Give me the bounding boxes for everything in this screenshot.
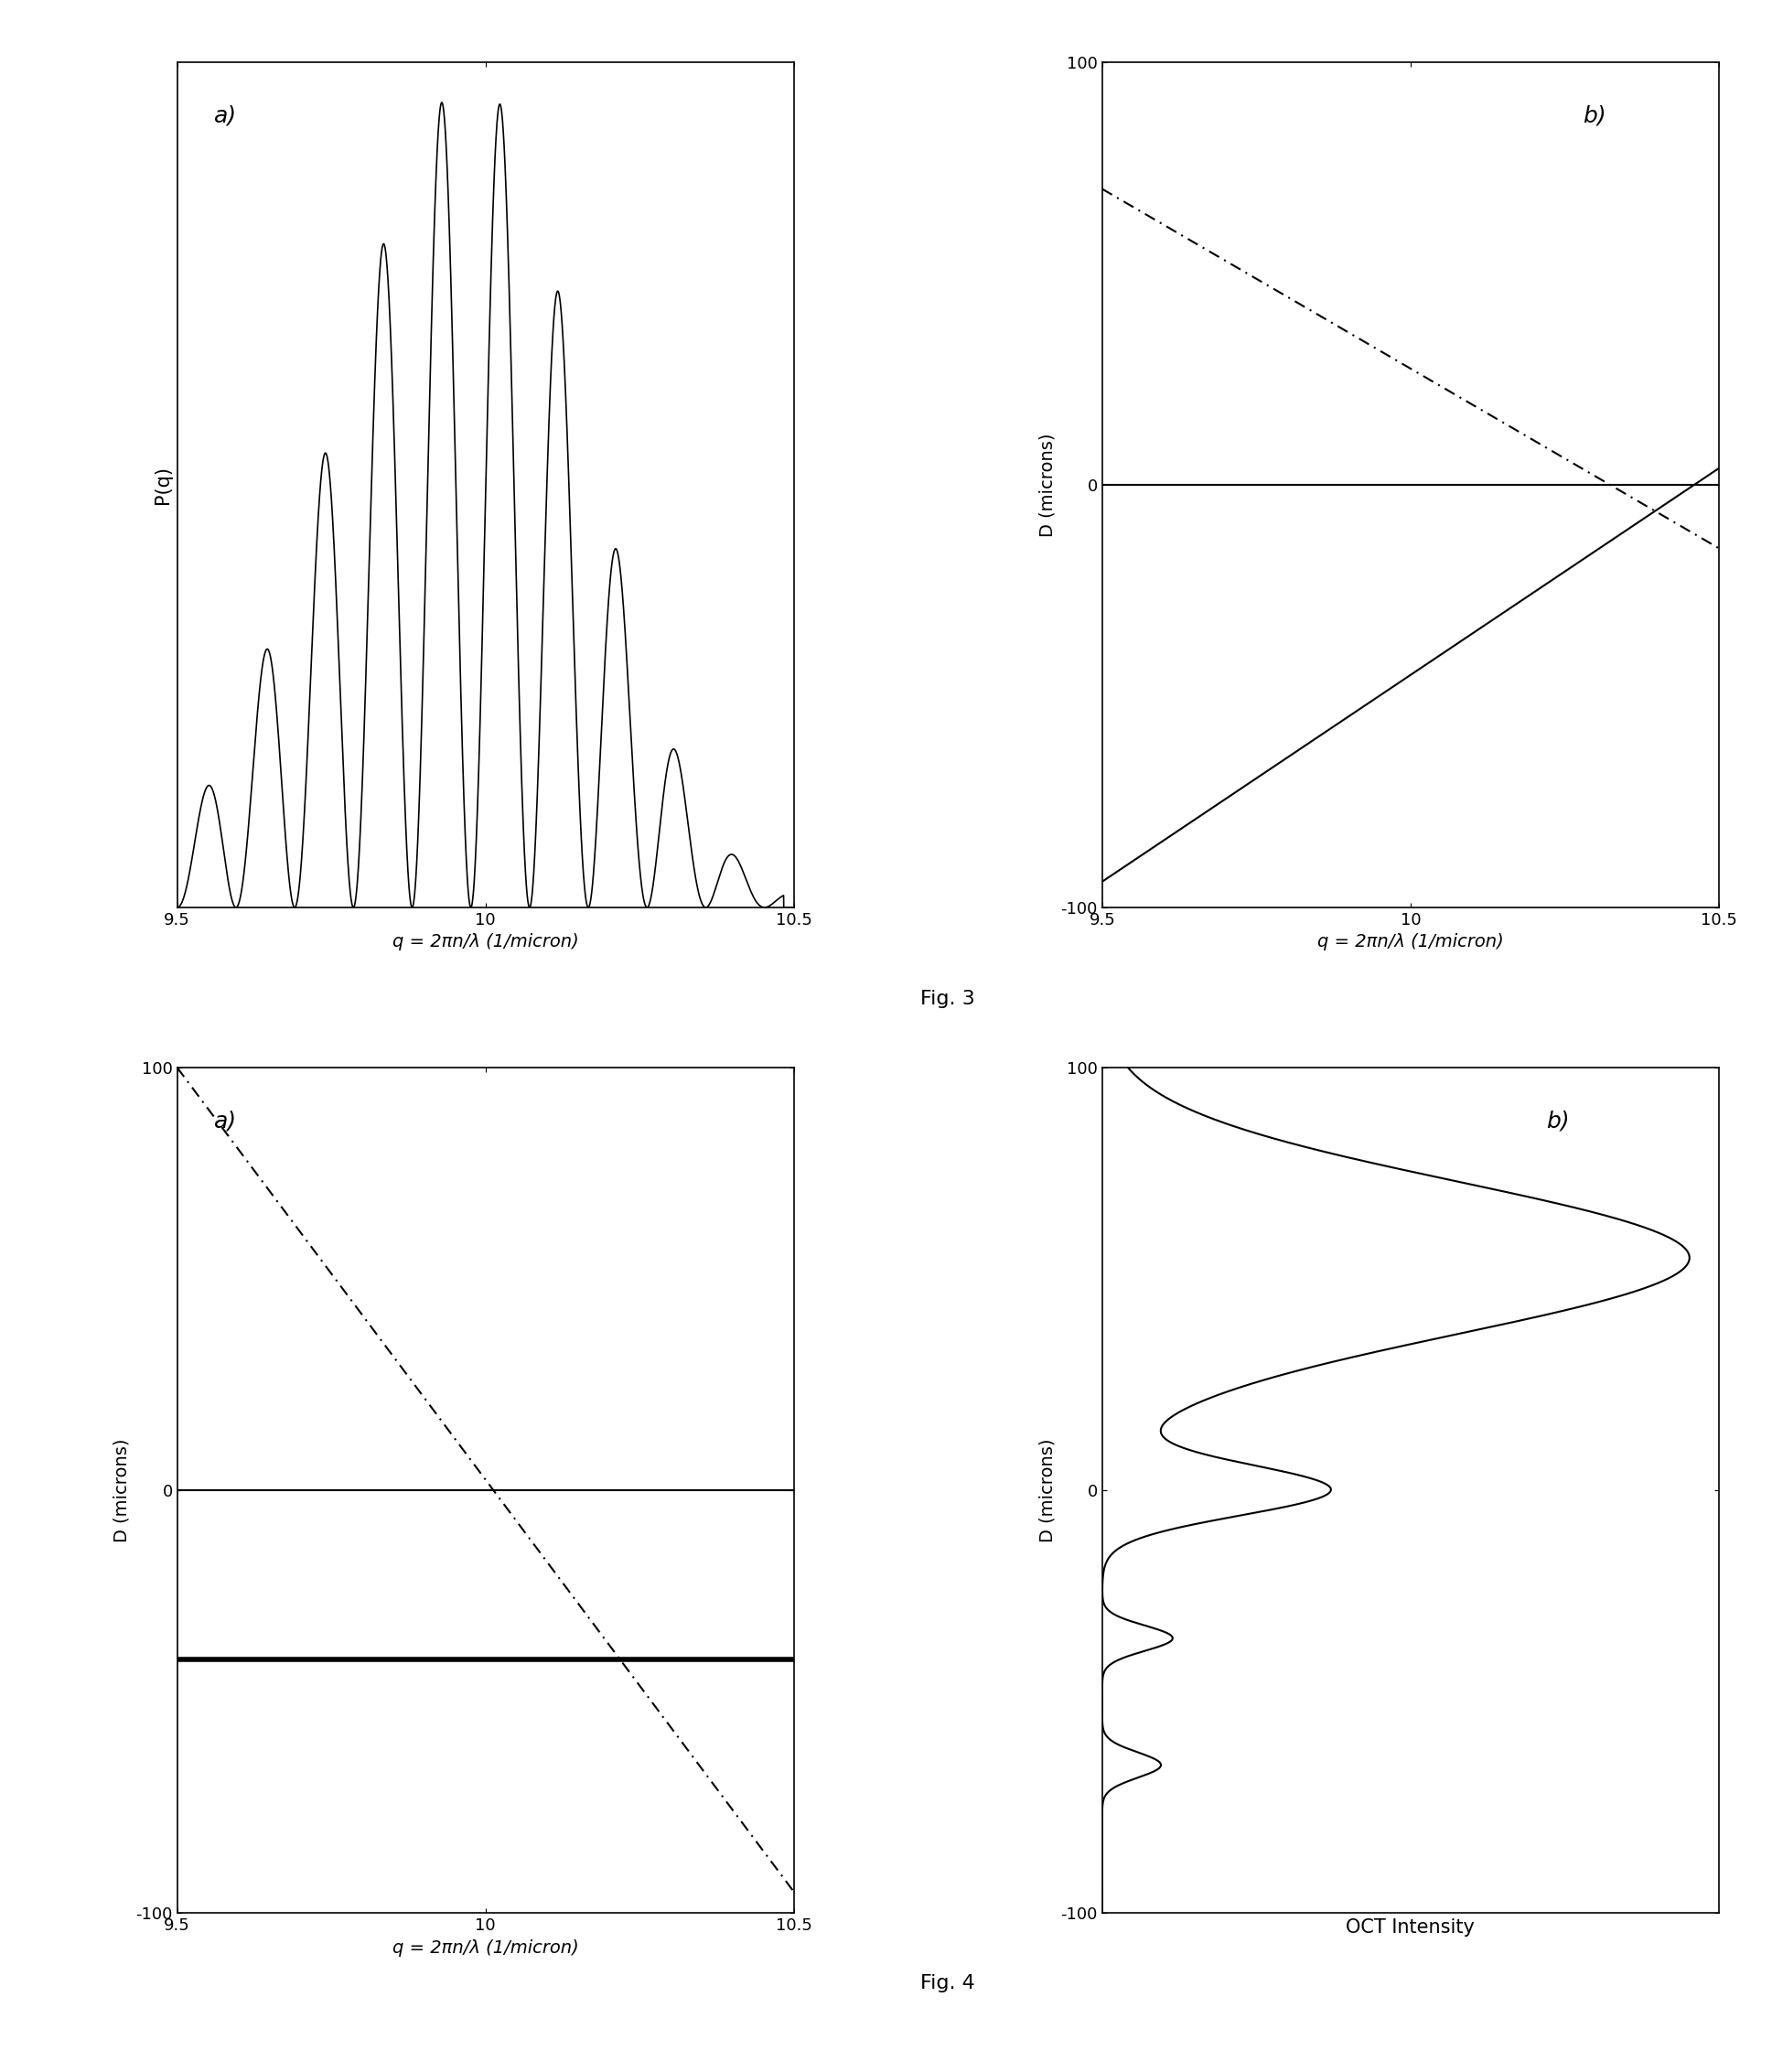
Text: Fig. 4: Fig. 4 — [921, 1975, 975, 1993]
Text: b): b) — [1547, 1111, 1570, 1131]
Y-axis label: P(q): P(q) — [154, 466, 172, 503]
X-axis label: q = 2πn/λ (1/micron): q = 2πn/λ (1/micron) — [392, 1939, 579, 1956]
Y-axis label: D (microns): D (microns) — [1038, 433, 1056, 537]
Text: b): b) — [1582, 104, 1607, 126]
X-axis label: q = 2πn/λ (1/micron): q = 2πn/λ (1/micron) — [1317, 934, 1504, 951]
X-axis label: OCT Intensity: OCT Intensity — [1347, 1919, 1474, 1937]
X-axis label: q = 2πn/λ (1/micron): q = 2πn/λ (1/micron) — [392, 934, 579, 951]
Y-axis label: D (microns): D (microns) — [113, 1438, 131, 1542]
Y-axis label: D (microns): D (microns) — [1038, 1438, 1056, 1542]
Text: a): a) — [214, 1111, 237, 1131]
Text: a): a) — [214, 104, 237, 126]
Text: Fig. 3: Fig. 3 — [921, 990, 975, 1007]
